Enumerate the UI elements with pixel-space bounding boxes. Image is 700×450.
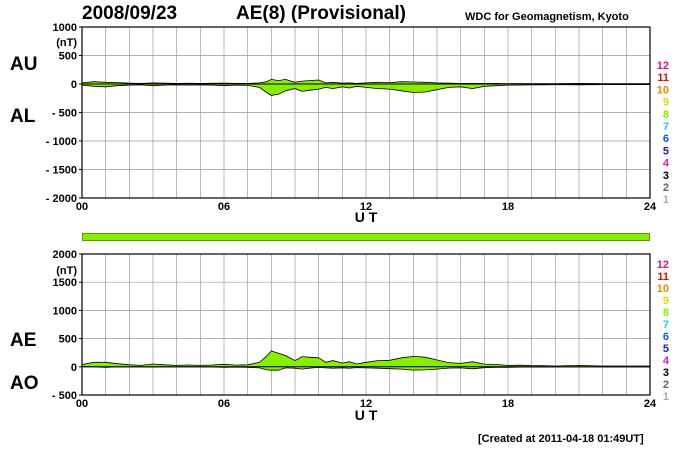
station-coverage-bar [82,233,650,241]
series-label-upper: AE [10,330,36,351]
x-tick-label: 12 [360,398,372,410]
y-tick-label: 1500 [53,277,77,289]
legend-station-number: 9 [663,295,669,307]
legend-station-number: 4 [663,158,670,170]
legend-station-number: 6 [663,133,669,145]
series-label-lower: AL [10,106,36,127]
y-tick-label: 2000 [53,249,77,261]
legend-station-number: 5 [663,145,669,157]
y-tick-label: - 2000 [46,193,77,205]
legend-station-number: 12 [657,60,669,72]
legend-station-number: 11 [657,72,669,84]
series-label-lower: AO [10,373,39,394]
legend-station-number: 6 [663,331,669,343]
y-tick-label: - 1500 [46,165,77,177]
legend-station-number: 8 [663,109,669,121]
legend-station-number: 1 [663,194,669,206]
y-tick-label: 0 [71,79,77,91]
y-tick-label: - 1000 [46,136,77,148]
series-label-upper: AU [10,54,37,75]
legend-station-number: 2 [663,379,669,391]
x-tick-label: 00 [76,398,88,410]
legend-station-number: 4 [663,355,670,367]
y-tick-label: - 500 [52,108,77,120]
legend-station-number: 10 [657,283,669,295]
x-axis-label: U T [355,209,378,225]
x-tick-label: 24 [644,201,657,213]
y-tick-label: 500 [59,334,77,346]
y-unit-label: (nT) [56,265,77,277]
legend-station-number: 1 [663,391,669,403]
legend-station-number: 3 [663,367,669,379]
legend-station-number: 3 [663,170,669,182]
legend-station-number: 5 [663,343,669,355]
series-line-ae [81,350,650,367]
chart-title: AE(8) (Provisional) [236,3,406,24]
x-tick-label: 06 [218,201,230,213]
legend-station-number: 7 [663,319,669,331]
x-tick-label: 06 [218,398,230,410]
x-axis-label: U T [355,407,378,423]
series-line-al [81,84,650,96]
x-tick-label: 18 [502,201,514,213]
x-tick-label: 00 [76,201,88,213]
x-tick-label: 12 [360,201,372,213]
legend-station-number: 2 [663,182,669,194]
y-tick-label: 1000 [53,22,77,34]
plot-frame [81,253,651,396]
legend-station-number: 11 [657,271,669,283]
legend-station-number: 9 [663,97,669,109]
y-tick-label: 0 [71,362,77,374]
organization-label: WDC for Geomagnetism, Kyoto [465,11,629,23]
y-tick-label: 500 [59,51,77,63]
y-unit-label: (nT) [56,37,77,49]
x-tick-label: 24 [644,398,657,410]
legend-station-number: 7 [663,121,669,133]
created-timestamp: [Created at 2011-04-18 01:49UT] [478,433,644,445]
x-tick-label: 18 [502,398,514,410]
y-tick-label: 1000 [53,305,77,317]
legend-station-number: 10 [657,84,669,96]
legend-station-number: 8 [663,307,669,319]
legend-station-number: 12 [657,259,669,271]
date-title: 2008/09/23 [82,3,178,24]
y-tick-label: - 500 [52,390,77,402]
